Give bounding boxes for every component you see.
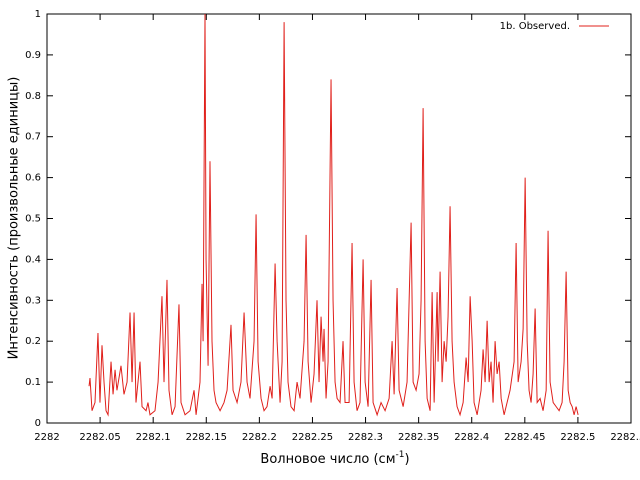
x-tick-label: 2282.5: [560, 432, 595, 443]
x-tick-label: 2282.15: [186, 432, 227, 443]
y-tick-label: 0.6: [25, 173, 41, 184]
data-line: [88, 13, 579, 417]
x-tick-label: 2282.35: [398, 432, 439, 443]
y-tick-label: 0.7: [25, 132, 41, 143]
x-tick-label: 2282.05: [79, 432, 120, 443]
x-tick-label: 2282.1: [136, 432, 171, 443]
x-tick-label: 2282.55: [610, 432, 640, 443]
y-tick-label: 0.8: [25, 91, 41, 102]
x-axis-label-end: ): [404, 452, 409, 467]
y-axis-label: Интенсивность (произвольные единицы): [7, 77, 22, 360]
y-tick-label: 0.4: [25, 254, 41, 265]
x-tick-label: 2282.25: [292, 432, 333, 443]
x-tick-label: 2282.3: [348, 432, 383, 443]
y-tick-label: 1: [35, 9, 41, 20]
x-tick-label: 2282.2: [242, 432, 277, 443]
x-tick-label: 2282.4: [454, 432, 489, 443]
y-tick-label: 0: [35, 418, 41, 429]
x-tick-label: 2282: [34, 432, 59, 443]
y-tick-label: 0.1: [25, 377, 41, 388]
y-tick-label: 0.3: [25, 295, 41, 306]
x-axis-label-sup: -1: [396, 450, 405, 460]
legend-label: 1b. Observed.: [500, 21, 570, 32]
y-tick-label: 0.2: [25, 336, 41, 347]
y-tick-label: 0.9: [25, 50, 41, 61]
plot-frame: [46, 13, 632, 424]
x-axis-label: Волновое число (см-1): [260, 450, 409, 467]
x-axis-label-text: Волновое число (см: [260, 452, 395, 467]
x-tick-label: 2282.45: [504, 432, 545, 443]
y-tick-label: 0.5: [25, 214, 41, 225]
